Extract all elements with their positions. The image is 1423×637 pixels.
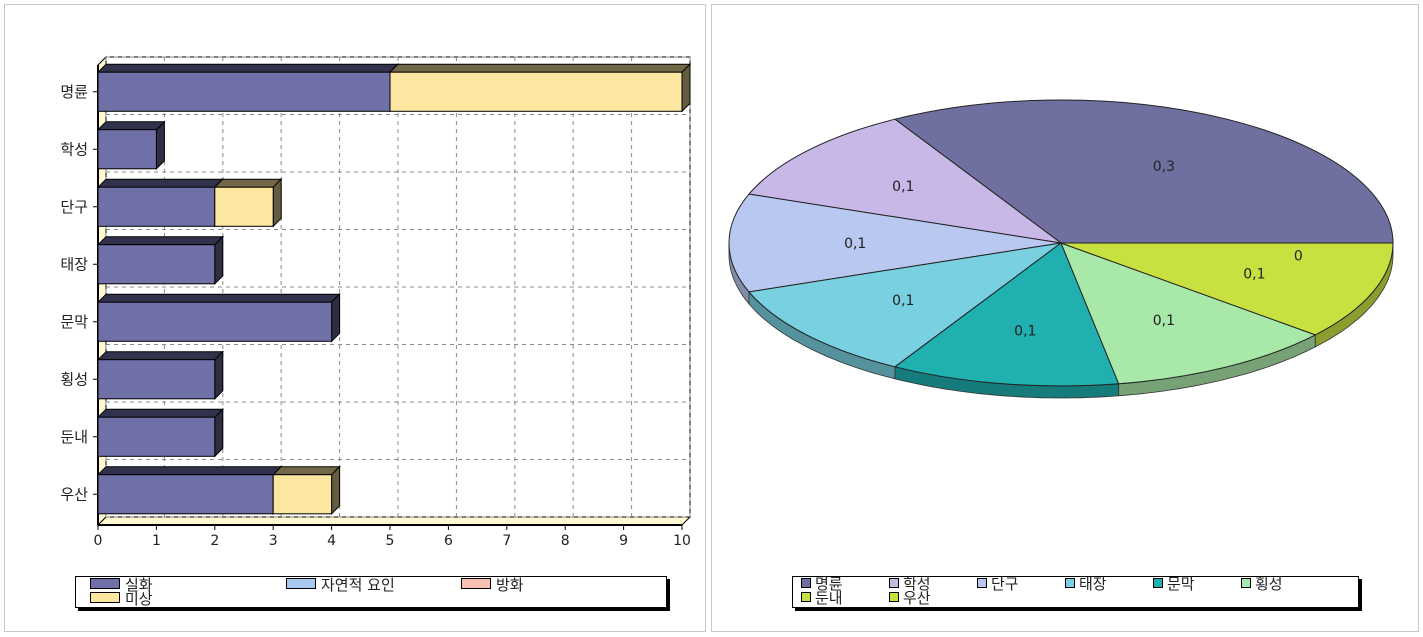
- legend-label: 둔내: [815, 589, 843, 607]
- x-tick-label: 8: [561, 533, 570, 549]
- bar-segment: [96, 235, 225, 286]
- category-label: 단구: [60, 198, 88, 216]
- pie-data-label: 0,1: [892, 179, 914, 195]
- legend-swatch: [977, 578, 987, 588]
- legend-swatch: [1153, 578, 1163, 588]
- category-label: 둔내: [60, 428, 88, 446]
- legend-label: 실화: [125, 576, 153, 594]
- bar-segment: [96, 350, 225, 401]
- legend-label: 우산: [903, 589, 931, 607]
- legend-swatch: [1241, 578, 1251, 588]
- x-tick-label: 5: [386, 533, 395, 549]
- legend-label: 방화: [496, 576, 524, 594]
- legend-swatch: [286, 578, 316, 589]
- legend-label: 단구: [991, 575, 1019, 593]
- category-label: 태장: [60, 255, 88, 273]
- bar-segment: [96, 177, 225, 228]
- pie-data-label: 0,1: [1014, 323, 1036, 339]
- legend-swatch: [889, 592, 899, 602]
- legend-label: 학성: [903, 575, 931, 593]
- pie-slice: [893, 99, 1394, 244]
- legend-item: 둔내: [801, 590, 843, 606]
- pie-slice: [893, 242, 1120, 387]
- legend-swatch: [801, 592, 811, 602]
- pie-slice: [1060, 242, 1394, 336]
- legend-item: 실화: [90, 577, 153, 593]
- x-tick-label: 1: [152, 533, 161, 549]
- x-tick-label: 4: [327, 533, 336, 549]
- legend-item: 횡성: [1241, 576, 1283, 592]
- bar-segment: [388, 62, 692, 113]
- legend-label: 문막: [1167, 575, 1195, 593]
- x-tick-label: 6: [444, 533, 453, 549]
- legend-label: 명륜: [815, 575, 843, 593]
- x-tick-label: 2: [210, 533, 219, 549]
- bar-segment: [96, 292, 341, 343]
- legend-label: 미상: [125, 590, 153, 608]
- pie-chart: 0,3 0,1 0,1 0,1 0,1 0,1 0,1 0: [728, 99, 1394, 399]
- x-tick-label: 3: [269, 533, 278, 549]
- bar-segment: [271, 465, 341, 516]
- x-tick-label: 7: [502, 533, 511, 549]
- pie-slice: [748, 118, 1062, 244]
- pie-data-label: 0,1: [844, 236, 866, 252]
- bar-segment: [96, 62, 400, 113]
- bar-segment: [96, 120, 166, 171]
- legend-item: 미상: [90, 591, 153, 607]
- legend-label: 횡성: [1255, 575, 1283, 593]
- x-tick-label: 0: [94, 533, 103, 549]
- pie-slice: [748, 242, 1062, 368]
- legend-swatch: [90, 578, 120, 589]
- legend-item: 문막: [1153, 576, 1195, 592]
- x-tick-label: 9: [619, 533, 628, 549]
- legend-swatch: [801, 578, 811, 588]
- category-label: 우산: [60, 485, 88, 503]
- legend-swatch: [889, 578, 899, 588]
- pie-data-label: 0,1: [892, 293, 914, 309]
- category-label: 학성: [60, 140, 88, 158]
- bar-segment: [213, 177, 283, 228]
- bar-segment: [96, 465, 283, 516]
- pie-slice: [728, 193, 1062, 293]
- legend-swatch: [461, 578, 491, 589]
- pie-data-label: 0: [1294, 248, 1303, 264]
- category-label: 문막: [60, 313, 88, 331]
- pie-data-label: 0,3: [1153, 159, 1175, 175]
- pie-data-label: 0,1: [1153, 313, 1175, 329]
- pie-data-label: 0,1: [1243, 266, 1265, 282]
- legend-item: 태장: [1065, 576, 1107, 592]
- legend-label: 자연적 요인: [321, 576, 395, 594]
- legend-item: 명륜: [801, 576, 843, 592]
- legend-label: 태장: [1079, 575, 1107, 593]
- category-label: 횡성: [60, 370, 88, 388]
- x-tick-label: 10: [673, 533, 691, 549]
- legend-item: 자연적 요인: [286, 577, 395, 593]
- category-label: 명륜: [60, 83, 88, 101]
- legend-swatch: [1065, 578, 1075, 588]
- legend-item: 방화: [461, 577, 524, 593]
- legend-item: 학성: [889, 576, 931, 592]
- legend-swatch: [90, 592, 120, 603]
- pie-slice: [1060, 242, 1317, 385]
- legend-item: 우산: [889, 590, 931, 606]
- bar-segment: [96, 407, 225, 458]
- legend-item: 단구: [977, 576, 1019, 592]
